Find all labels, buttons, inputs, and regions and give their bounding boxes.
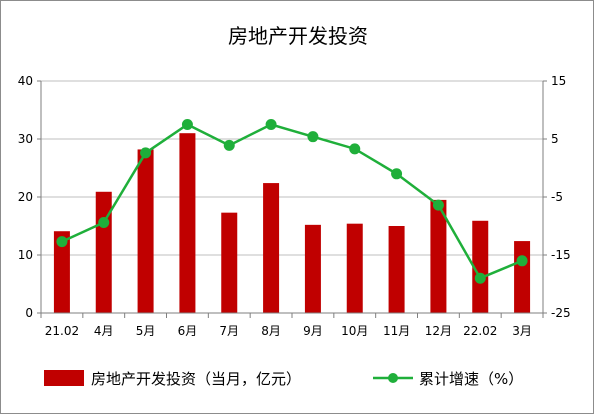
line-point [432, 199, 444, 211]
x-tick-label: 7月 [219, 324, 239, 338]
y-left-tick-label: 0 [25, 306, 33, 320]
bar [388, 226, 405, 313]
y-right-tick-label: -25 [551, 306, 571, 320]
bar [472, 220, 489, 313]
line-point [140, 147, 152, 159]
bar [263, 183, 280, 313]
legend-swatch-bar [44, 370, 84, 386]
bar [53, 231, 70, 313]
bar [137, 149, 154, 313]
bar-series [53, 133, 531, 313]
bar [179, 133, 196, 313]
bar [95, 191, 112, 313]
x-tick-label: 10月 [341, 324, 368, 338]
line-point [56, 236, 68, 248]
line-path [61, 123, 523, 280]
x-tick-label: 8月 [261, 324, 281, 338]
line-point [516, 255, 528, 267]
y-left-tick-label: 20 [18, 190, 33, 204]
bar [304, 224, 321, 313]
x-tick-label: 9月 [303, 324, 323, 338]
x-tick-label: 22.02 [463, 324, 497, 338]
x-tick-label: 21.02 [45, 324, 79, 338]
line-point [349, 143, 361, 155]
bar [346, 223, 363, 313]
legend-swatch-marker [388, 373, 398, 383]
x-tick-label: 4月 [94, 324, 114, 338]
y-right-tick-label: -15 [551, 248, 571, 262]
x-tick-label: 5月 [136, 324, 156, 338]
bar [514, 241, 531, 313]
x-tick-label: 12月 [425, 324, 452, 338]
line-point [391, 168, 403, 180]
legend-label-line: 累计增速（%） [419, 370, 523, 388]
y-right-tick-label: -5 [551, 190, 563, 204]
legend-label-bar: 房地产开发投资（当月，亿元） [91, 370, 301, 388]
line-point [474, 272, 486, 284]
y-left-tick-label: 30 [18, 132, 33, 146]
line-point [98, 217, 110, 229]
x-tick-label: 3月 [512, 324, 532, 338]
y-left-tick-label: 40 [18, 74, 33, 88]
legend: 房地产开发投资（当月，亿元） 累计增速（%） [44, 370, 523, 388]
line-series [56, 119, 528, 284]
chart-title: 房地产开发投资 [228, 24, 368, 48]
line-point [307, 131, 319, 143]
bar [221, 212, 238, 313]
y-left-tick-label: 10 [18, 248, 33, 262]
axis-layer: 0 10 20 30 40 -25 -15 -5 5 15 21.02 4月 5月 6月 7月 8月 9月 10月… [18, 74, 571, 338]
line-point [265, 119, 277, 130]
grid-layer [41, 80, 543, 256]
x-tick-label: 6月 [178, 324, 198, 338]
y-right-tick-label: 5 [551, 132, 559, 146]
x-tick-label: 11月 [383, 324, 410, 338]
line-point [181, 119, 193, 130]
bar [430, 199, 447, 313]
line-point [223, 139, 235, 151]
y-right-tick-label: 15 [551, 74, 566, 88]
